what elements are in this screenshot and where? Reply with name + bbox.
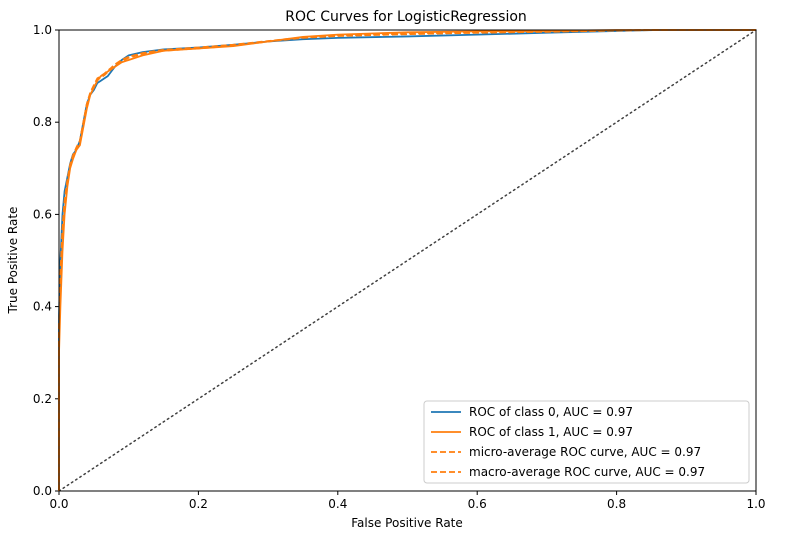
y-tick-label: 0.8 (33, 115, 52, 129)
legend-entry-class-1: ROC of class 1, AUC = 0.97 (469, 425, 633, 439)
y-axis: 0.0 0.2 0.4 0.6 0.8 1.0 (33, 23, 59, 498)
x-tick-label: 0.6 (468, 497, 487, 511)
y-tick-label: 0.2 (33, 392, 52, 406)
legend-entry-macro: macro-average ROC curve, AUC = 0.97 (469, 465, 705, 479)
chance-reference-line (58, 29, 757, 492)
y-tick-label: 1.0 (33, 23, 52, 37)
legend: ROC of class 0, AUC = 0.97 ROC of class 1… (423, 400, 750, 484)
x-axis-label: False Positive Rate (351, 516, 463, 530)
x-axis: 0.0 0.2 0.4 0.6 0.8 1.0 (49, 491, 766, 511)
x-tick-label: 0.2 (189, 497, 208, 511)
chart-title: ROC Curves for LogisticRegression (285, 9, 527, 25)
y-axis-label: True Positive Rate (6, 207, 20, 315)
x-tick-label: 1.0 (746, 497, 765, 511)
plot-frame (58, 29, 757, 492)
macro-average-roc-line (58, 29, 756, 491)
x-tick-label: 0.0 (49, 497, 68, 511)
legend-box (423, 400, 750, 484)
roc-series (58, 29, 756, 491)
x-tick-label: 0.8 (607, 497, 626, 511)
y-tick-label: 0.6 (33, 207, 52, 221)
y-tick-label: 0.0 (33, 484, 52, 498)
legend-entry-class-0: ROC of class 0, AUC = 0.97 (469, 405, 633, 419)
x-tick-label: 0.4 (328, 497, 347, 511)
legend-entry-micro: micro-average ROC curve, AUC = 0.97 (469, 445, 701, 459)
y-tick-label: 0.4 (33, 300, 52, 314)
